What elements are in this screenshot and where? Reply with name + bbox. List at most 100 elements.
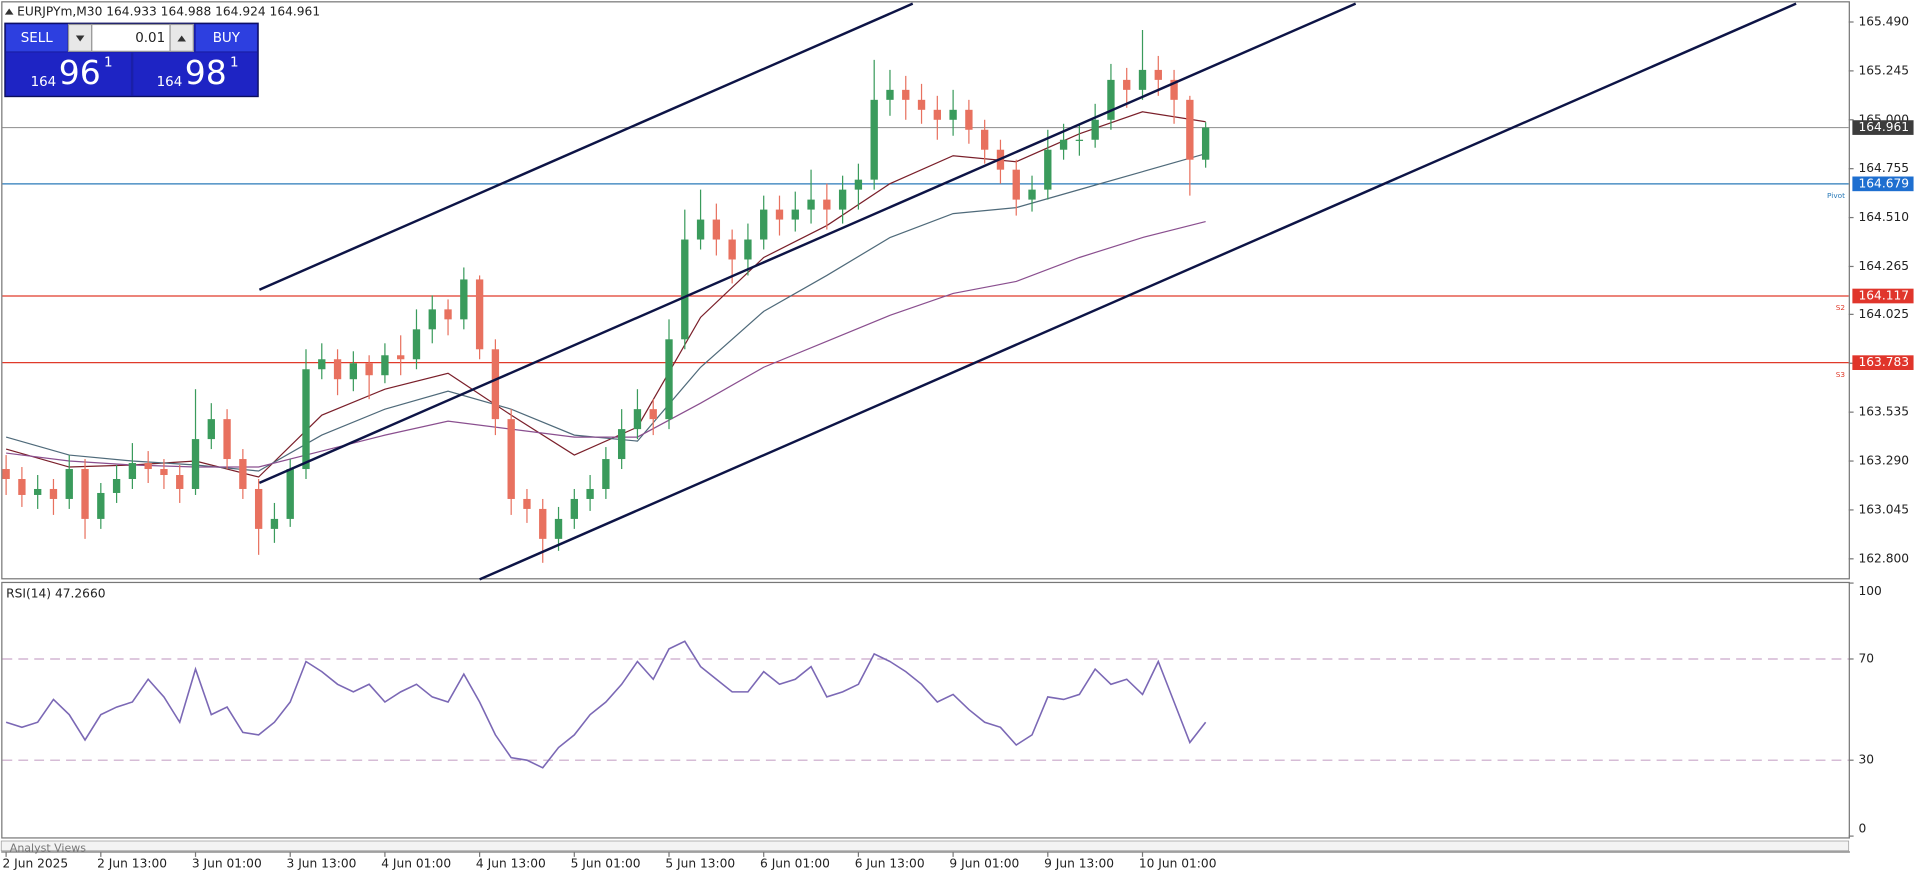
y-tick-label: 164.025: [1858, 307, 1909, 321]
x-tick-label: 3 Jun 13:00: [287, 857, 357, 871]
x-tick-label: 5 Jun 01:00: [571, 857, 641, 871]
candle-body: [81, 469, 89, 519]
candle-body: [807, 199, 815, 210]
candle-body: [949, 109, 957, 120]
candle-body: [128, 463, 137, 480]
rsi-panel-frame: [1, 581, 1850, 839]
candle-body: [791, 209, 799, 220]
collapse-icon[interactable]: [4, 8, 14, 15]
symbol-line: EURJPYm,M30 164.933 164.988 164.924 164.…: [17, 5, 320, 19]
sell-price-box[interactable]: [6, 52, 131, 96]
candle-body: [1075, 139, 1084, 141]
y-tick-label: 100: [1858, 584, 1881, 598]
candle-body: [696, 219, 705, 240]
rsi-title: RSI(14) 47.2660: [6, 587, 105, 601]
candle-body: [65, 469, 73, 499]
candle-body: [160, 469, 168, 476]
candle-body: [633, 409, 642, 430]
price-tag: [1852, 288, 1914, 304]
buy-label[interactable]: BUY: [213, 31, 241, 46]
x-tick-label: 4 Jun 13:00: [476, 857, 546, 871]
x-tick-label: 5 Jun 13:00: [665, 857, 735, 871]
price-tag: [1852, 176, 1914, 192]
candle-body: [1170, 79, 1178, 100]
candle-body: [2, 469, 10, 480]
candle-body: [365, 363, 373, 376]
price-tag: [1852, 355, 1914, 370]
analyst-views-tab[interactable]: Analyst Views: [10, 841, 86, 854]
candle-body: [744, 239, 752, 260]
x-tick-label: 2 Jun 13:00: [97, 857, 167, 871]
volume-input[interactable]: [91, 23, 171, 52]
price-tag-label: 164.679: [1858, 176, 1909, 190]
x-tick-label: 9 Jun 13:00: [1044, 857, 1114, 871]
y-tick-label: 164.510: [1858, 210, 1909, 224]
y-tick-label: 162.800: [1858, 551, 1909, 565]
price-tag-label: 163.783: [1858, 355, 1909, 369]
level-name: Pivot: [1827, 191, 1845, 200]
candle-body: [965, 109, 973, 130]
candle-body: [1138, 69, 1147, 90]
volume-up-icon: [177, 35, 186, 42]
candle-body: [649, 409, 657, 420]
candle-body: [97, 492, 105, 519]
candle-body: [1201, 127, 1210, 160]
candle-body: [586, 488, 594, 499]
candle-body: [207, 419, 215, 440]
x-tick-label: 4 Jun 01:00: [381, 857, 451, 871]
candle-body: [176, 475, 184, 489]
moving-average-line: [5, 111, 1206, 478]
candle-body: [539, 508, 547, 539]
candle-body: [491, 349, 500, 420]
candle-body: [349, 363, 358, 380]
moving-average-line: [5, 153, 1206, 472]
candle-body: [460, 279, 468, 320]
price-tag-label: 164.117: [1858, 289, 1909, 303]
trend-channel-line: [258, 2, 1357, 484]
candle-body: [34, 488, 42, 495]
x-tick-label: 6 Jun 01:00: [760, 857, 830, 871]
x-tick-label: 10 Jun 01:00: [1139, 857, 1217, 871]
price-tag-label: 164.961: [1858, 120, 1909, 134]
candle-body: [191, 439, 200, 489]
candle-body: [1044, 149, 1052, 190]
volume-value[interactable]: 0.01: [135, 31, 165, 46]
candle-body: [570, 498, 578, 519]
volume-down-icon: [75, 35, 85, 42]
candle-body: [1107, 79, 1115, 120]
y-tick-label: 163.290: [1858, 454, 1909, 468]
buy-price-point: 1: [230, 55, 239, 70]
candle-body: [1028, 189, 1036, 200]
sell-label[interactable]: SELL: [21, 31, 54, 46]
candle-body: [333, 359, 342, 380]
y-tick-label: 163.045: [1858, 502, 1909, 516]
candle-body: [507, 419, 515, 499]
buy-button[interactable]: [195, 24, 257, 52]
candle-body: [617, 429, 626, 460]
candle-body: [381, 355, 389, 376]
candle-body: [412, 329, 421, 360]
one-click-trading-panel: SELL 0.01 BUY 164 96 1 164 98 1: [4, 22, 259, 98]
rsi-line: [5, 640, 1207, 769]
candle-body: [981, 129, 989, 150]
candle-body: [886, 89, 894, 100]
candle-body: [144, 463, 152, 470]
candle-body: [1091, 119, 1099, 140]
buy-price-box[interactable]: [133, 52, 257, 96]
candle-body: [112, 479, 121, 493]
y-tick-label: 164.755: [1858, 161, 1909, 175]
overlay-layer: 165.490165.245165.000164.755164.510164.2…: [2, 15, 1914, 871]
x-tick-label: 3 Jun 01:00: [192, 857, 262, 871]
candle-body: [302, 369, 310, 470]
x-tick-label: 9 Jun 01:00: [949, 857, 1019, 871]
candle-body: [1123, 79, 1131, 90]
level-name: S3: [1836, 370, 1846, 379]
candle-body: [760, 209, 768, 240]
sell-button[interactable]: [6, 24, 68, 52]
level-name: S2: [1836, 303, 1845, 312]
y-tick-label: 165.490: [1858, 15, 1909, 29]
y-tick-label: 70: [1858, 651, 1874, 665]
candle-body: [775, 209, 784, 220]
candle-body: [1186, 99, 1194, 160]
